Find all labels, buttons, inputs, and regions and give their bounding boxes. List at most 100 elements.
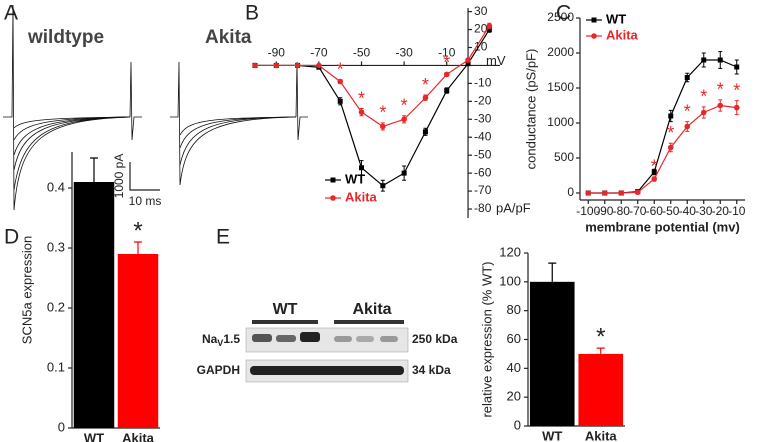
marker bbox=[585, 190, 592, 196]
y-tick-label: 0.2 bbox=[47, 299, 65, 314]
marker bbox=[273, 62, 280, 69]
x-tick-label: -70 bbox=[629, 204, 647, 218]
marker bbox=[443, 71, 450, 78]
marker bbox=[701, 57, 707, 63]
significance: * bbox=[358, 88, 365, 108]
y-tick-label: 20 bbox=[507, 389, 521, 404]
group-label: WT bbox=[273, 301, 298, 318]
x-tick-label: -40 bbox=[679, 204, 697, 218]
marker bbox=[601, 190, 608, 196]
y-tick-label: 0.1 bbox=[47, 359, 65, 374]
significance: * bbox=[337, 60, 344, 80]
marker bbox=[486, 27, 492, 33]
scale-label: 10 ms bbox=[129, 194, 162, 208]
marker bbox=[401, 170, 407, 176]
error-bar bbox=[548, 262, 557, 282]
significance: * bbox=[596, 323, 605, 350]
legend-marker bbox=[330, 195, 336, 201]
panel-label: C bbox=[556, 2, 571, 25]
trace-title: Akita bbox=[205, 27, 252, 48]
marker bbox=[700, 109, 707, 116]
x-tick-label: WT bbox=[542, 428, 562, 442]
marker bbox=[684, 123, 691, 130]
legend-label: WT bbox=[345, 171, 365, 186]
y-tick-label: 0 bbox=[514, 417, 521, 432]
x-tick-label: -90 bbox=[268, 46, 286, 60]
size-label: 34 kDa bbox=[412, 363, 451, 377]
y-tick-label: -40 bbox=[474, 129, 492, 143]
legend-label: WT bbox=[606, 11, 626, 26]
y-tick-label: -10 bbox=[474, 76, 492, 90]
x-tick-label: -100 bbox=[576, 204, 600, 218]
protein-label: NaV1.5 bbox=[202, 332, 240, 348]
marker bbox=[667, 144, 674, 151]
panel-label: B bbox=[245, 2, 259, 25]
significance: * bbox=[667, 123, 674, 143]
y-tick-label: 0.3 bbox=[47, 239, 65, 254]
significance: * bbox=[401, 95, 408, 115]
significance: * bbox=[443, 52, 450, 72]
y-tick-label: -20 bbox=[474, 94, 492, 108]
marker bbox=[359, 165, 365, 171]
error-bar bbox=[134, 241, 142, 254]
y-tick-label: 1500 bbox=[547, 80, 574, 94]
y-tick-label: -80 bbox=[474, 201, 492, 215]
x-tick-label: -90 bbox=[596, 204, 614, 218]
x-tick-label: -70 bbox=[310, 46, 328, 60]
trace-title: wildtype bbox=[27, 27, 104, 48]
marker bbox=[668, 113, 674, 119]
scale-label: 1000 pA bbox=[112, 154, 126, 199]
series-line bbox=[255, 25, 490, 128]
significance: * bbox=[684, 101, 691, 121]
y-tick-label: 10 bbox=[474, 40, 488, 54]
x-tick-label: Akita bbox=[122, 430, 155, 442]
marker bbox=[294, 62, 301, 69]
y-tick-label: -60 bbox=[474, 165, 492, 179]
significance: * bbox=[379, 103, 386, 123]
y-tick-label: 2500 bbox=[547, 10, 574, 24]
significance: * bbox=[651, 157, 658, 177]
y-tick-label: 20 bbox=[474, 22, 488, 36]
x-tick-label: -10 bbox=[728, 204, 746, 218]
panel-label: E bbox=[216, 226, 230, 249]
y-axis-label: conductance (pS/pF) bbox=[523, 49, 538, 170]
significance: * bbox=[733, 80, 740, 100]
series-line bbox=[588, 59, 737, 194]
y-axis-label: SCN5a expression bbox=[19, 236, 34, 344]
y-tick-label: 1000 bbox=[547, 115, 574, 129]
marker bbox=[337, 78, 344, 85]
x-tick-label: -50 bbox=[353, 46, 371, 60]
protein-label: GAPDH bbox=[197, 363, 240, 377]
marker bbox=[486, 23, 493, 29]
marker bbox=[316, 62, 322, 69]
y-tick-label: 500 bbox=[554, 150, 574, 164]
legend-marker bbox=[591, 33, 597, 39]
x-tick-label: -50 bbox=[662, 204, 680, 218]
significance: * bbox=[700, 87, 707, 107]
x-tick-label: -10 bbox=[438, 46, 456, 60]
marker bbox=[717, 57, 723, 63]
y-tick-label: 60 bbox=[507, 331, 521, 346]
y-tick-label: 30 bbox=[474, 4, 488, 18]
marker bbox=[618, 190, 625, 196]
y-tick-label: -70 bbox=[474, 183, 492, 197]
y-axis-label: pA/pF bbox=[496, 200, 531, 215]
marker bbox=[337, 98, 343, 104]
x-tick-label: -80 bbox=[613, 204, 631, 218]
x-axis-label: membrane potential (mv) bbox=[585, 219, 740, 234]
legend-marker bbox=[591, 17, 597, 23]
marker bbox=[252, 62, 258, 69]
y-tick-label: 80 bbox=[507, 302, 521, 317]
marker bbox=[465, 61, 471, 67]
marker bbox=[684, 75, 690, 80]
marker bbox=[358, 109, 365, 115]
x-tick-label: -60 bbox=[646, 204, 664, 218]
significance: * bbox=[422, 75, 429, 95]
legend-marker bbox=[330, 177, 336, 183]
y-tick-label: 0.4 bbox=[47, 179, 65, 194]
y-axis-label: relative expression (% WT) bbox=[479, 261, 494, 417]
panel-label: A bbox=[4, 2, 18, 25]
marker bbox=[465, 57, 471, 63]
marker bbox=[401, 116, 407, 123]
